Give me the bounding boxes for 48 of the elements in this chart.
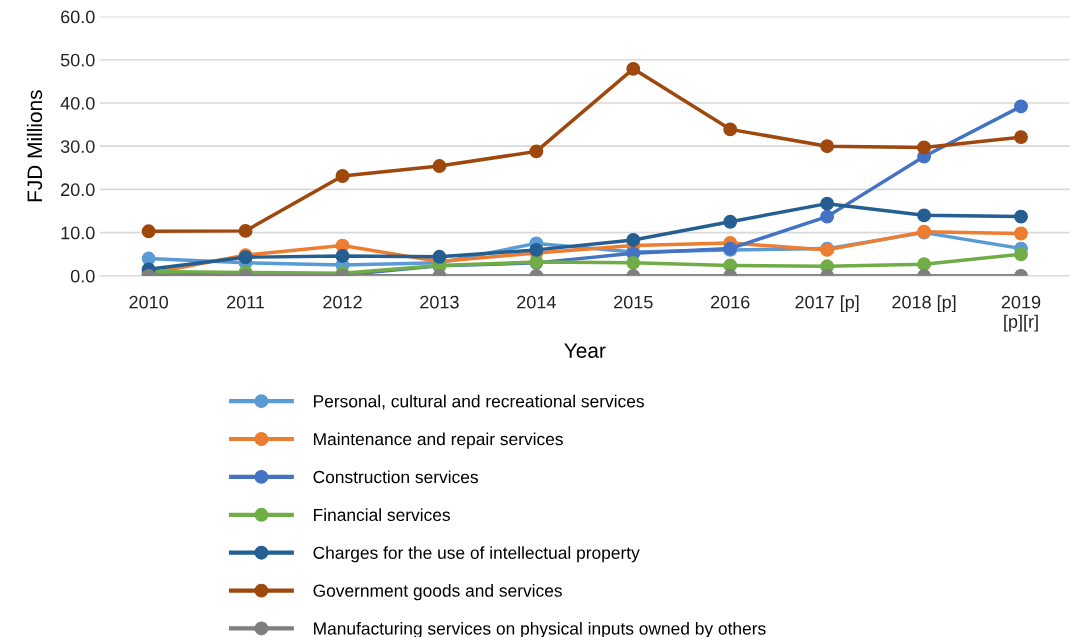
- point: [723, 214, 738, 229]
- y-tick-label: 0.0: [70, 269, 95, 283]
- point: [917, 257, 932, 272]
- legend-label: Maintenance and repair services: [314, 432, 563, 449]
- point: [432, 159, 447, 174]
- y-tick-label: 20.0: [61, 183, 95, 197]
- point: [1014, 226, 1028, 241]
- x-tick-label: 2015: [614, 295, 653, 309]
- legend-label: Government goods and services: [313, 584, 562, 601]
- legend-label: Construction services: [313, 470, 478, 484]
- x-tick-label: 2013: [420, 295, 459, 309]
- point: [1014, 130, 1028, 145]
- x-tick-label: 2012: [323, 295, 362, 309]
- y-tick-label: 40.0: [60, 96, 95, 110]
- x-tick-label: 2014: [517, 295, 556, 309]
- x-tick-label: 2016: [711, 295, 750, 309]
- point: [917, 140, 932, 155]
- point: [820, 209, 835, 224]
- point: [820, 196, 835, 211]
- y-axis-title: FJD Millions: [26, 90, 43, 202]
- point: [335, 248, 350, 263]
- y-tick-label: 50.0: [60, 53, 95, 67]
- point: [335, 169, 350, 183]
- point: [141, 224, 156, 239]
- point: [723, 122, 738, 137]
- point: [529, 144, 544, 159]
- x-tick-label: 2011: [227, 295, 265, 309]
- point: [1014, 209, 1028, 224]
- point: [238, 223, 253, 238]
- point: [917, 208, 932, 223]
- point: [820, 139, 835, 154]
- x-axis-title: Year: [564, 343, 606, 358]
- y-tick-label: 10.0: [61, 226, 95, 240]
- y-tick-label: 60.0: [61, 10, 95, 24]
- y-tick-label: 30.0: [60, 140, 95, 153]
- x-tick-label: 2018 [p]: [892, 295, 956, 313]
- legend-label: Personal, cultural and recreational services: [314, 394, 644, 410]
- point: [1014, 99, 1028, 114]
- point: [1014, 247, 1028, 262]
- x-tick-label: 2010: [129, 295, 169, 309]
- x-tick-label: 2017 [p]: [795, 295, 859, 313]
- legend-label: Financial services: [314, 508, 450, 522]
- point: [626, 233, 641, 247]
- x-tick-label: 2019 [p][r]: [1001, 295, 1041, 332]
- point: [626, 61, 641, 76]
- point: [626, 255, 641, 270]
- legend-label: Charges for the use of intellectual property: [313, 546, 640, 563]
- point: [432, 249, 447, 264]
